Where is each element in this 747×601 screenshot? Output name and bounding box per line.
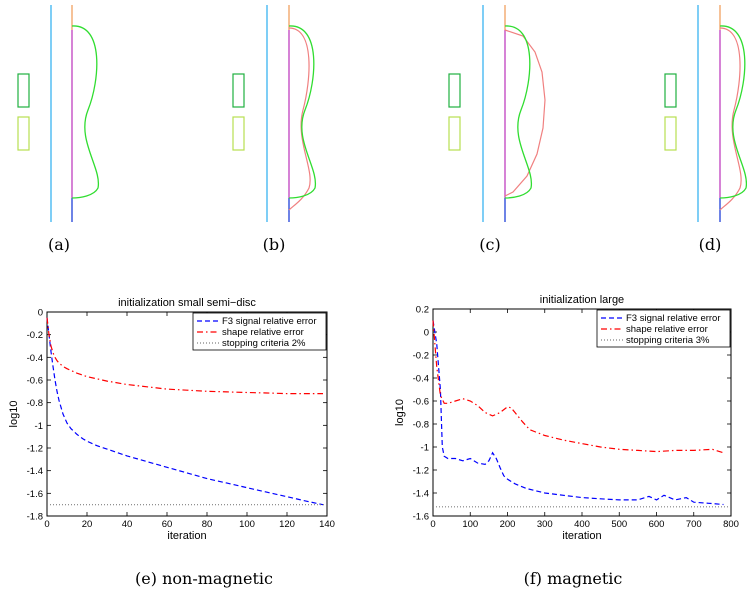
- x-tick-label: 40: [122, 519, 133, 530]
- legend-label-1: F3 signal relative error: [626, 313, 721, 324]
- x-tick-label: 0: [44, 519, 49, 530]
- true-shape: [71, 25, 100, 199]
- y-tick-label: -0.2: [27, 330, 43, 341]
- coil-upper: [448, 73, 461, 108]
- true-shape: [288, 25, 317, 199]
- series-line-1: [46, 317, 324, 506]
- coil-lower: [17, 116, 30, 151]
- series-line-1: [432, 320, 724, 506]
- x-axis-label: iteration: [562, 530, 601, 542]
- y-tick-label: -0.2: [413, 351, 429, 362]
- caption-b: (b): [263, 235, 286, 254]
- x-tick-label: 60: [162, 519, 173, 530]
- x-tick-label: 300: [537, 519, 553, 530]
- legend-label-2: shape relative error: [222, 327, 304, 338]
- x-tick-label: 200: [500, 519, 516, 530]
- x-tick-label: 800: [723, 519, 739, 530]
- geometry-panel-b: [232, 5, 317, 222]
- caption-a: (a): [48, 235, 70, 254]
- y-tick-label: 0.2: [416, 305, 429, 316]
- reconstructed-shape: [288, 27, 311, 211]
- y-axis-label: log10: [8, 401, 20, 428]
- y-tick-label: -1.2: [27, 444, 43, 455]
- geometry-panels-row: [17, 5, 747, 222]
- y-tick-label: -1.6: [413, 512, 429, 523]
- chart-non-magnetic: 0 20 40 60 80 100 120 140 0 -0.2 -0.4 -0.6 -0.8 -1 -1.…: [8, 297, 335, 542]
- y-tick-label: 0: [424, 328, 429, 339]
- caption-d: (d): [699, 235, 722, 254]
- y-tick-label: -0.4: [413, 374, 429, 385]
- x-tick-label: 500: [611, 519, 627, 530]
- legend-label-1: F3 signal relative error: [222, 316, 317, 327]
- x-tick-label: 0: [430, 519, 435, 530]
- y-tick-label: -1: [35, 421, 43, 432]
- y-axis-label: log10: [394, 399, 406, 426]
- y-tick-label: -1: [421, 443, 429, 454]
- true-shape: [504, 25, 533, 199]
- x-tick-label: 20: [82, 519, 93, 530]
- y-tick-label: -1.4: [413, 489, 429, 500]
- legend-label-2: shape relative error: [626, 324, 708, 335]
- coil-lower: [232, 116, 245, 151]
- chart-title: initialization small semi−disc: [118, 297, 256, 309]
- x-tick-label: 700: [686, 519, 702, 530]
- x-tick-label: 600: [649, 519, 665, 530]
- legend-label-3: stopping criteria 3%: [626, 335, 710, 346]
- x-axis-label: iteration: [167, 530, 206, 542]
- y-tick-label: -1.8: [27, 512, 43, 523]
- coil-upper: [17, 73, 30, 108]
- y-tick-label: -0.6: [27, 376, 43, 387]
- y-tick-label: -1.6: [27, 489, 43, 500]
- coil-lower: [664, 116, 677, 151]
- x-tick-label: 80: [202, 519, 213, 530]
- caption-f: (f) magnetic: [524, 569, 623, 588]
- x-tick-label: 120: [279, 519, 295, 530]
- y-tick-label: -0.6: [413, 397, 429, 408]
- y-tick-label: -1.2: [413, 466, 429, 477]
- coil-upper: [232, 73, 245, 108]
- caption-c: (c): [479, 235, 500, 254]
- series-line-2: [46, 317, 323, 395]
- geometry-panel-c: [448, 5, 546, 222]
- chart-magnetic: 0 100 200 300 400 500 600 700 800 0.2 0 -0.2 -0.4 -0.…: [394, 294, 739, 542]
- series-line-2: [432, 320, 724, 454]
- chart-title: initialization large: [540, 294, 624, 306]
- legend-label-3: stopping criteria 2%: [222, 338, 306, 349]
- geometry-panel-a: [17, 5, 100, 222]
- x-tick-label: 400: [574, 519, 590, 530]
- y-tick-label: -0.8: [413, 420, 429, 431]
- coil-upper: [664, 73, 677, 108]
- x-tick-label: 100: [239, 519, 255, 530]
- geometry-panel-d: [664, 5, 747, 222]
- y-tick-label: 0: [38, 308, 43, 319]
- x-tick-label: 140: [319, 519, 335, 530]
- true-shape: [719, 25, 747, 199]
- reconstructed-shape: [719, 27, 742, 211]
- y-tick-label: -0.4: [27, 353, 43, 364]
- x-tick-label: 100: [462, 519, 478, 530]
- coil-lower: [448, 116, 461, 151]
- y-tick-label: -1.4: [27, 466, 43, 477]
- reconstructed-shape: [504, 29, 546, 197]
- y-tick-label: -0.8: [27, 398, 43, 409]
- caption-e: (e) non-magnetic: [135, 569, 273, 588]
